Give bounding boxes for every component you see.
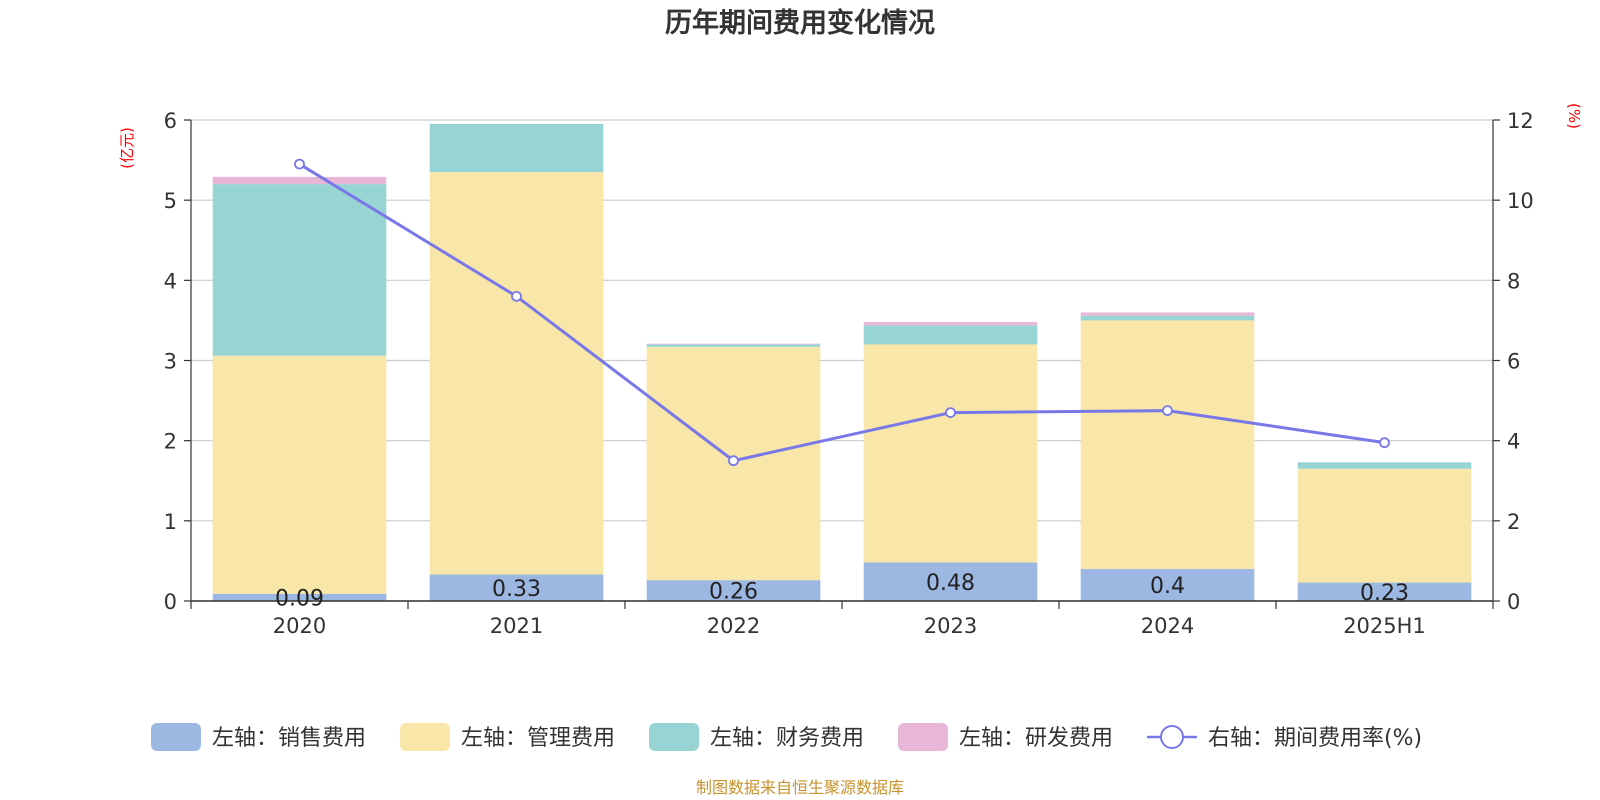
legend-label: 右轴：期间费用率(%) [1208,726,1422,751]
bar-segment-1[interactable] [863,562,1038,601]
source-note: 制图数据来自恒生聚源数据库 [696,778,904,797]
y-left-tick-label: 6 [164,109,177,133]
bar-data-label: 0.23 [1360,581,1409,606]
bar-segment-4[interactable] [646,343,821,345]
y-right-tick-label: 2 [1507,510,1520,534]
y-left-tick-label: 0 [164,590,177,614]
bar-segment-2[interactable] [1080,320,1255,569]
y-right-tick-label: 12 [1507,109,1534,133]
chart-title: 历年期间费用变化情况 [665,7,935,39]
legend-item-5[interactable]: 右轴：期间费用率(%) [1147,725,1422,751]
line-point[interactable] [1379,437,1390,449]
bar-segment-2[interactable] [1297,468,1472,583]
y-left-tick-label: 1 [164,510,177,534]
bar-segment-4[interactable] [212,176,387,185]
legend-label: 左轴：管理费用 [461,726,615,751]
y-right-tick-label: 10 [1507,189,1534,213]
x-tick-label: 2021 [490,614,543,638]
y-left-tick-label: 2 [164,430,177,454]
legend-label: 左轴：研发费用 [959,726,1113,751]
x-tick-label: 2022 [707,614,760,638]
legend-item-1[interactable]: 左轴：销售费用 [151,723,366,751]
bar-segment-2[interactable] [212,355,387,594]
bar-segment-4[interactable] [1080,312,1255,316]
legend-swatch [400,723,450,751]
bar-segment-2[interactable] [429,172,604,575]
legend[interactable]: 左轴：销售费用 左轴：管理费用 左轴：财务费用 左轴：研发费用 右轴：期间费用率(%) [151,723,1422,751]
line-path [298,162,1385,463]
bar-segment-1[interactable] [646,580,821,601]
bar-segment-3[interactable] [429,124,604,173]
legend-swatch [151,723,201,751]
bar-segment-3[interactable] [1080,315,1255,321]
bar-data-label: 0.09 [275,586,324,611]
bar-segment-3[interactable] [212,184,387,356]
x-tick-label: 2023 [924,614,977,638]
bar-segment-3[interactable] [1297,462,1472,469]
x-tick-label: 2024 [1141,614,1194,638]
legend-swatch [898,723,948,751]
y-right-unit: (%) [1565,103,1583,129]
legend-swatch-marker [1160,725,1184,749]
bar-segment-1[interactable] [212,593,387,601]
line-series [294,158,1390,467]
y-right-tick-label: 4 [1507,430,1520,454]
bar-data-label: 0.33 [492,577,541,602]
line-point[interactable] [728,455,739,467]
bar-segment-1[interactable] [429,574,604,601]
bar-segment-4[interactable] [863,322,1038,326]
bar-segment-1[interactable] [1080,568,1255,601]
legend-swatch [649,723,699,751]
bar-segment-2[interactable] [863,344,1038,563]
bar-segment-1[interactable] [1297,582,1472,601]
legend-label: 左轴：销售费用 [212,726,366,751]
bar-series [212,124,1472,601]
legend-item-3[interactable]: 左轴：财务费用 [649,723,864,751]
y-right-tick-label: 8 [1507,269,1520,293]
line-point[interactable] [1162,405,1173,417]
legend-item-2[interactable]: 左轴：管理费用 [400,723,615,751]
bar-segment-3[interactable] [863,325,1038,345]
x-tick-label: 2025H1 [1343,614,1426,638]
y-left-unit: (亿元) [118,127,136,169]
bar-segment-3[interactable] [646,344,821,347]
line-point[interactable] [945,407,956,419]
bar-data-label: 0.26 [709,580,758,605]
legend-item-4[interactable]: 左轴：研发费用 [898,723,1113,751]
line-point[interactable] [294,158,305,170]
data-labels: 0.09 0.33 0.26 0.48 0.4 0.23 [275,571,1409,612]
x-tick-label: 2020 [273,614,326,638]
y-right-tick-label: 0 [1507,590,1520,614]
y-left-tick-label: 3 [164,350,177,374]
legend-label: 左轴：财务费用 [710,726,864,751]
bar-data-label: 0.4 [1150,574,1185,599]
bar-data-label: 0.48 [926,571,975,596]
y-left-tick-label: 5 [164,189,177,213]
y-right-tick-label: 6 [1507,350,1520,374]
y-left-tick-label: 4 [164,269,177,293]
line-point[interactable] [511,290,522,302]
gridlines [191,119,1493,602]
